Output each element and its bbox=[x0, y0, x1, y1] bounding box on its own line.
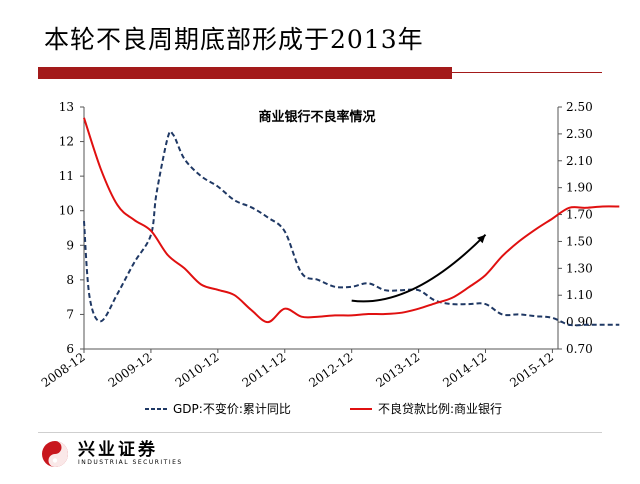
x-tick-label: 2012-12 bbox=[307, 350, 356, 390]
left-tick-label: 13 bbox=[59, 100, 74, 114]
x-tick-label: 2015-12 bbox=[507, 350, 556, 390]
legend-label-gdp: GDP:不变价:累计同比 bbox=[173, 402, 291, 416]
x-tick-label: 2013-12 bbox=[373, 350, 422, 390]
logo-subtitle: INDUSTRIAL SECURITIES bbox=[78, 459, 183, 466]
legend-swatch-solid bbox=[350, 407, 372, 410]
right-tick-label: 1.70 bbox=[566, 208, 593, 222]
left-tick-label: 12 bbox=[59, 135, 74, 149]
right-tick-label: 1.10 bbox=[566, 288, 593, 302]
series-line-gdp bbox=[83, 130, 620, 327]
company-logo: 兴业证券 INDUSTRIAL SECURITIES bbox=[40, 436, 200, 472]
right-tick-label: 0.90 bbox=[566, 315, 593, 329]
slide-title: 本轮不良周期底部形成于2013年 bbox=[44, 25, 424, 54]
trend-arrow-line bbox=[351, 234, 487, 303]
left-tick-label: 10 bbox=[59, 204, 74, 218]
x-tick-label: 2008-12 bbox=[39, 350, 88, 390]
x-tick-label: 2010-12 bbox=[173, 350, 222, 390]
right-tick-label: 1.50 bbox=[566, 234, 593, 248]
trend-arrow-head bbox=[477, 234, 486, 244]
footer-divider bbox=[38, 432, 602, 433]
right-tick-label: 2.50 bbox=[566, 100, 593, 114]
legend-swatch-dashed bbox=[145, 407, 167, 410]
right-tick-label: 1.90 bbox=[566, 181, 593, 195]
left-tick-label: 8 bbox=[66, 273, 74, 287]
x-tick-label: 2011-12 bbox=[240, 350, 289, 390]
title-underline-bar bbox=[38, 67, 452, 79]
right-tick-label: 0.70 bbox=[566, 342, 593, 356]
right-tick-label: 1.30 bbox=[566, 261, 593, 275]
x-tick-label: 2009-12 bbox=[106, 350, 155, 390]
left-tick-label: 6 bbox=[66, 342, 74, 356]
series-line-npl bbox=[83, 117, 620, 324]
right-tick-label: 2.10 bbox=[566, 154, 593, 168]
legend-item-npl: 不良贷款比例:商业银行 bbox=[350, 400, 502, 417]
chart-series bbox=[83, 117, 620, 327]
legend-label-npl: 不良贷款比例:商业银行 bbox=[378, 402, 503, 416]
chart-axes: 6 7 8 9 10 11 12 13 0.70 0.90 1.10 1.30 1.50 1.70 1.90… bbox=[39, 100, 593, 390]
chart-legend: GDP:不变价:累计同比 不良贷款比例:商业银行 bbox=[0, 400, 640, 422]
x-tick-label: 2014-12 bbox=[440, 350, 489, 390]
left-tick-label: 11 bbox=[59, 169, 74, 183]
right-tick-label: 2.30 bbox=[566, 127, 593, 141]
left-tick-label: 9 bbox=[66, 238, 74, 252]
left-tick-label: 7 bbox=[66, 307, 74, 321]
chart-title: 商业银行不良率情况 bbox=[258, 109, 375, 125]
title-underline-rule bbox=[452, 72, 602, 73]
logo-name: 兴业证券 bbox=[78, 440, 158, 460]
legend-item-gdp: GDP:不变价:累计同比 bbox=[145, 400, 291, 417]
logo-icon bbox=[42, 441, 68, 467]
chart-annotation bbox=[351, 234, 487, 303]
